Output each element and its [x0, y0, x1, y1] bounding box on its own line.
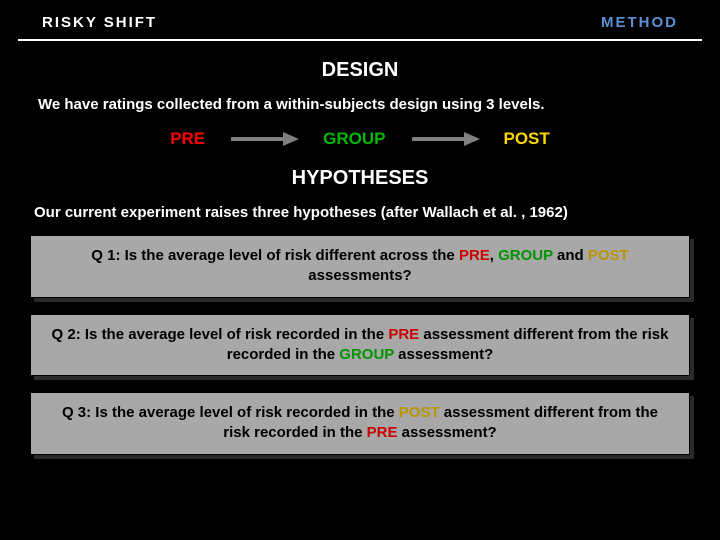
q2-suffix: assessment? — [394, 346, 493, 363]
q1-pre: PRE — [459, 247, 490, 264]
q1-sep1: , — [490, 247, 498, 264]
q3-suffix: assessment? — [398, 424, 497, 441]
q1-mid: and — [553, 247, 588, 264]
design-levels-row: PRE GROUP POST — [0, 129, 720, 149]
design-title: DESIGN — [0, 59, 720, 82]
q3-text: Q 3: Is the average level of risk record… — [62, 404, 399, 421]
question-box-2: Q 2: Is the average level of risk record… — [30, 314, 690, 377]
q1-post: POST — [588, 247, 629, 264]
q1-text: Q 1: Is the average level of risk differ… — [91, 247, 459, 264]
q1-group: GROUP — [498, 247, 553, 264]
arrow-icon — [410, 130, 480, 148]
question-box-3: Q 3: Is the average level of risk record… — [30, 392, 690, 455]
level-post: POST — [504, 129, 550, 149]
q2-group: GROUP — [339, 346, 394, 363]
arrow-icon — [229, 130, 299, 148]
hypotheses-intro: Our current experiment raises three hypo… — [0, 204, 720, 221]
q1-suffix: assessments? — [308, 267, 411, 284]
header-right-label: METHOD — [601, 14, 678, 31]
level-group: GROUP — [323, 129, 385, 149]
header-bar: RISKY SHIFT METHOD — [18, 0, 702, 41]
level-pre: PRE — [170, 129, 205, 149]
hypotheses-title: HYPOTHESES — [0, 167, 720, 190]
question-box-1: Q 1: Is the average level of risk differ… — [30, 235, 690, 298]
design-description: We have ratings collected from a within-… — [0, 96, 720, 113]
q3-pre: PRE — [367, 424, 398, 441]
q2-text: Q 2: Is the average level of risk record… — [52, 326, 389, 343]
header-left-title: RISKY SHIFT — [42, 14, 157, 31]
q3-post: POST — [399, 404, 440, 421]
q2-pre: PRE — [388, 326, 419, 343]
